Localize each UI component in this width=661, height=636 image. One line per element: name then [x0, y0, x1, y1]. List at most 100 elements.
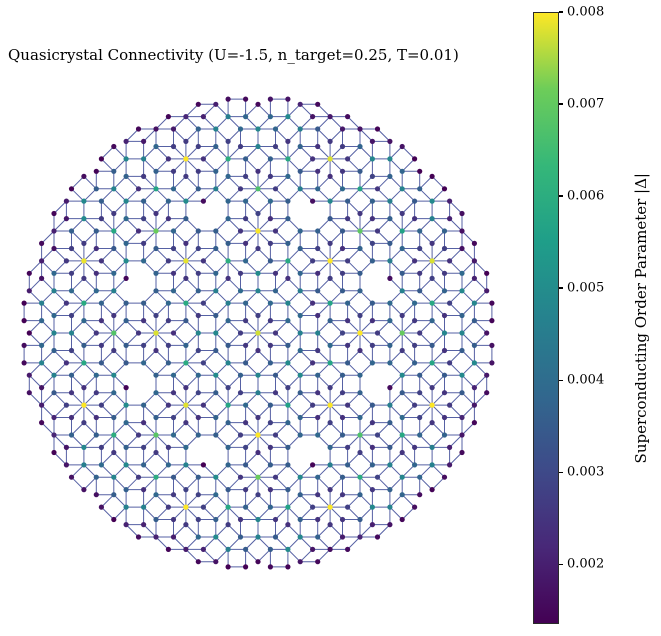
graph-node	[81, 173, 87, 179]
graph-node	[417, 432, 423, 438]
graph-node	[135, 186, 142, 192]
graph-node	[213, 101, 219, 107]
graph-node	[153, 168, 159, 174]
graph-node	[183, 522, 189, 528]
graph-node	[111, 210, 117, 217]
graph-node	[243, 96, 249, 102]
graph-node	[357, 372, 363, 378]
graph-node	[123, 487, 129, 493]
graph-node	[68, 347, 75, 354]
graph-node	[429, 462, 435, 468]
graph-node	[374, 474, 381, 480]
graph-node	[81, 360, 87, 366]
graph-node	[327, 114, 333, 120]
graph-node	[315, 288, 321, 294]
graph-node	[369, 444, 375, 450]
graph-node	[123, 342, 129, 348]
graph-node	[213, 414, 219, 421]
graph-node	[387, 240, 393, 246]
graph-node	[195, 559, 201, 565]
graph-node	[399, 432, 405, 438]
graph-node	[339, 126, 346, 132]
graph-node	[81, 300, 87, 306]
graph-node	[39, 240, 45, 246]
colorbar-tick-label: 0.003	[567, 464, 605, 480]
graph-node	[195, 245, 201, 252]
graph-node	[225, 402, 231, 408]
graph-node	[369, 318, 375, 324]
graph-node	[267, 342, 273, 348]
graph-node	[213, 516, 219, 523]
graph-node	[111, 186, 117, 192]
graph-node	[183, 487, 189, 493]
graph-node	[153, 516, 159, 523]
graph-node	[471, 360, 477, 366]
graph-node	[399, 228, 405, 234]
graph-node	[459, 449, 465, 456]
graph-node	[315, 143, 321, 150]
graph-node	[39, 300, 45, 306]
graph-node	[111, 492, 117, 498]
graph-node	[369, 138, 375, 144]
graph-node	[399, 474, 405, 480]
graph-node	[369, 462, 375, 468]
graph-node	[183, 240, 189, 246]
graph-node	[399, 270, 405, 276]
graph-node	[123, 198, 129, 204]
graph-node	[447, 402, 453, 408]
colorbar-tick-label: 0.007	[567, 96, 605, 112]
graph-node	[183, 420, 189, 426]
graph-node	[315, 474, 321, 480]
graph-node	[357, 228, 363, 234]
graph-node	[243, 420, 249, 426]
graph-node	[26, 270, 32, 276]
graph-node	[123, 360, 129, 366]
graph-node	[417, 288, 423, 294]
graph-node	[141, 420, 147, 426]
graph-node	[484, 390, 490, 396]
graph-node	[417, 474, 423, 480]
graph-node	[243, 487, 249, 493]
graph-node	[267, 173, 273, 179]
graph-node	[141, 360, 147, 366]
graph-node	[345, 444, 351, 450]
graph-node	[225, 114, 231, 120]
graph-node	[297, 534, 303, 540]
graph-node	[111, 432, 117, 438]
colorbar-label-box: Superconducting Order Parameter |Δ|	[628, 12, 654, 624]
graph-node	[374, 228, 381, 234]
graph-node	[68, 228, 75, 234]
graph-node	[51, 270, 57, 276]
graph-node	[417, 270, 423, 276]
graph-node	[272, 288, 279, 294]
graph-node	[315, 101, 321, 107]
graph-node	[387, 420, 393, 426]
graph-node	[81, 240, 87, 246]
graph-node	[51, 288, 57, 294]
graph-node	[417, 245, 423, 252]
graph-node	[93, 270, 99, 276]
graph-node	[165, 546, 171, 553]
graph-node	[153, 372, 159, 378]
graph-node	[183, 402, 189, 408]
graph-node	[195, 168, 201, 174]
graph-node	[165, 462, 171, 468]
graph-node	[39, 360, 45, 366]
graph-node	[195, 390, 201, 396]
graph-node	[213, 347, 219, 354]
colorbar-tick-mark	[559, 287, 563, 289]
graph-node	[183, 198, 189, 204]
graph-node	[183, 156, 189, 162]
graph-node	[165, 198, 171, 204]
graph-node	[200, 360, 206, 366]
graph-node	[447, 360, 453, 366]
graph-node	[237, 228, 244, 234]
graph-node	[327, 300, 333, 306]
graph-node	[170, 330, 177, 336]
graph-node	[374, 186, 381, 192]
graph-node	[357, 312, 363, 319]
graph-node	[272, 143, 279, 150]
graph-node	[267, 462, 273, 468]
graph-node	[81, 198, 87, 204]
graph-node	[357, 449, 363, 456]
